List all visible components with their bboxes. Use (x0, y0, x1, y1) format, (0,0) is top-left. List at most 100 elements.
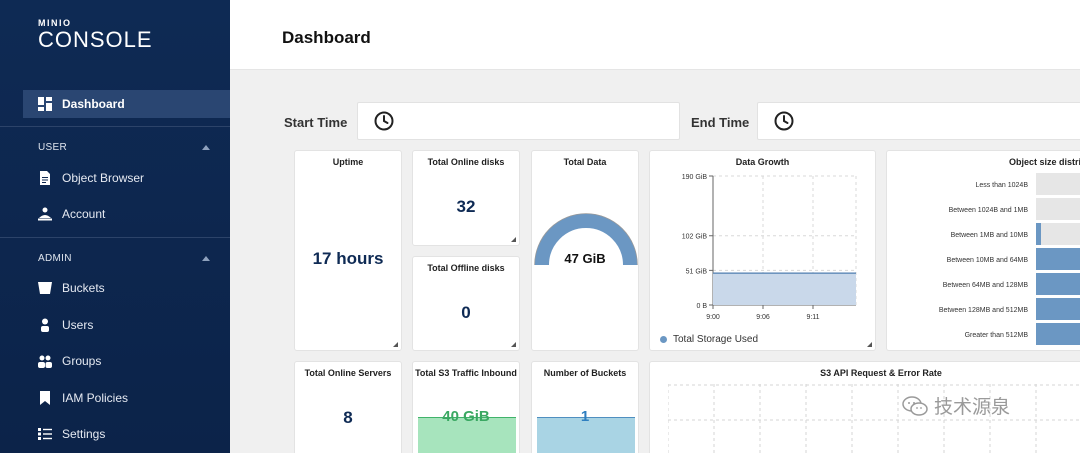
clock-icon[interactable] (774, 111, 794, 131)
category-label: Between 128MB and 512MB (939, 307, 1028, 314)
traffic-area-chart (418, 417, 516, 453)
section-title-user: USER (38, 142, 67, 153)
end-time-label: End Time (691, 115, 750, 130)
offline-disks-value: 0 (461, 303, 471, 322)
collapse-admin-caret-icon[interactable] (202, 256, 210, 261)
sidebar-item-settings[interactable]: Settings (23, 420, 230, 448)
sidebar-divider (0, 126, 230, 127)
sidebar-item-account[interactable]: Account (23, 200, 230, 228)
bar (1036, 223, 1041, 245)
watermark: 技术源泉 (902, 392, 1010, 419)
sidebar-item-label: Users (62, 318, 94, 332)
start-time-input[interactable] (357, 102, 680, 140)
end-time-input[interactable] (757, 102, 1080, 140)
card-title: Total Data (563, 157, 607, 167)
user-icon (38, 318, 52, 332)
online-servers-value: 8 (343, 408, 353, 427)
section-title-admin: ADMIN (38, 253, 72, 264)
x-tick-label: 9:00 (706, 314, 720, 321)
sidebar-item-dashboard[interactable]: Dashboard (23, 90, 230, 118)
sidebar-item-iam-policies[interactable]: IAM Policies (23, 384, 230, 412)
s3-traffic-card: Total S3 Traffic Inbound 40 GiB (412, 361, 520, 453)
total-data-card: Total Data 47 GiB (531, 150, 639, 351)
card-title: Total S3 Traffic Inbound (415, 368, 517, 378)
bar-background (1036, 173, 1080, 195)
category-label: Between 1024B and 1MB (949, 207, 1029, 214)
bar-background (1036, 223, 1080, 245)
clock-icon[interactable] (374, 111, 394, 131)
account-icon (38, 207, 52, 221)
total-data-value: 47 GiB (564, 251, 606, 266)
data-growth-chart: 190 GiB 102 GiB 51 GiB 0 B 9:00 9:06 9:11 (682, 174, 857, 321)
sidebar-item-label: Dashboard (62, 97, 125, 111)
bar (1036, 323, 1080, 345)
sidebar-item-object-browser[interactable]: Object Browser (23, 164, 230, 192)
card-title: S3 API Request & Error Rate (820, 368, 942, 378)
card-title: Total Online disks (427, 157, 505, 167)
category-label: Between 64MB and 128MB (943, 282, 1029, 289)
y-tick-label: 51 GiB (686, 268, 708, 275)
resize-handle-icon[interactable] (867, 342, 872, 347)
offline-disks-card: Total Offline disks 0 (412, 256, 520, 351)
file-icon (38, 171, 52, 185)
sidebar-item-label: Settings (62, 427, 106, 441)
resize-handle-icon[interactable] (393, 342, 398, 347)
sidebar-item-label: Groups (62, 354, 102, 368)
object-size-chart: Less than 1024B Between 1024B and 1MB Betw… (939, 173, 1080, 345)
y-tick-label: 190 GiB (682, 174, 708, 181)
object-size-card: Object size distri Less than 1024B Betwee… (886, 150, 1080, 351)
uptime-card: Uptime 17 hours (294, 150, 402, 351)
dashboard-icon (38, 97, 52, 111)
api-rate-chart-grid (668, 384, 1080, 453)
card-title: Total Offline disks (427, 263, 505, 273)
resize-handle-icon[interactable] (511, 237, 516, 242)
api-rate-card: S3 API Request & Error Rate (649, 361, 1080, 453)
buckets-value: 1 (580, 408, 590, 425)
series-area (713, 273, 856, 305)
bar (1036, 298, 1080, 320)
settings-icon (38, 427, 52, 441)
logo-big-text: CONSOLE (38, 27, 153, 52)
chart-title: Object size distri (1009, 157, 1080, 167)
legend-swatch (660, 336, 667, 343)
online-disks-card: Total Online disks 32 (412, 150, 520, 246)
page-header: Dashboard (230, 0, 1080, 70)
sidebar-item-groups[interactable]: Groups (23, 347, 230, 375)
chart-title: Data Growth (735, 157, 790, 167)
sidebar-item-label: Account (62, 207, 106, 221)
y-tick-label: 0 B (696, 303, 707, 310)
bookmark-icon (38, 391, 52, 405)
category-label: Greater than 512MB (965, 332, 1029, 339)
y-tick-label: 102 GiB (682, 234, 708, 241)
sidebar-item-users[interactable]: Users (23, 311, 230, 339)
logo-small-text: MINIO (38, 18, 72, 28)
collapse-user-caret-icon[interactable] (202, 145, 210, 150)
category-label: Between 1MB and 10MB (951, 232, 1029, 239)
bar (1036, 273, 1080, 295)
resize-handle-icon[interactable] (511, 342, 516, 347)
card-title: Total Online Servers (304, 368, 392, 378)
sidebar-item-label: Object Browser (62, 171, 145, 185)
buckets-card: Number of Buckets 1 (531, 361, 639, 453)
buckets-area-chart (537, 417, 635, 453)
bar (1036, 248, 1080, 270)
groups-icon (38, 354, 52, 368)
data-growth-card: Data Growth 190 GiB 102 GiB 51 GiB 0 B 9:00 9… (649, 150, 876, 351)
sidebar-item-label: Buckets (62, 281, 105, 295)
page-title: Dashboard (282, 28, 371, 47)
wechat-icon (902, 395, 928, 416)
x-tick-label: 9:11 (806, 314, 819, 321)
legend-label: Total Storage Used (673, 334, 759, 345)
start-time-label: Start Time (284, 115, 348, 130)
card-title: Number of Buckets (543, 368, 627, 378)
total-data-gauge (534, 213, 638, 266)
logo[interactable]: MINIO CONSOLE (38, 18, 153, 52)
s3-traffic-value: 40 GiB (442, 408, 490, 425)
sidebar-item-label: IAM Policies (62, 391, 129, 405)
sidebar: MINIO CONSOLE Dashboard USER Object Brow… (0, 0, 230, 453)
bar-background (1036, 198, 1080, 220)
category-label: Less than 1024B (975, 182, 1028, 189)
card-title: Uptime (332, 157, 364, 167)
online-servers-card: Total Online Servers 8 (294, 361, 402, 453)
sidebar-item-buckets[interactable]: Buckets (23, 274, 230, 302)
